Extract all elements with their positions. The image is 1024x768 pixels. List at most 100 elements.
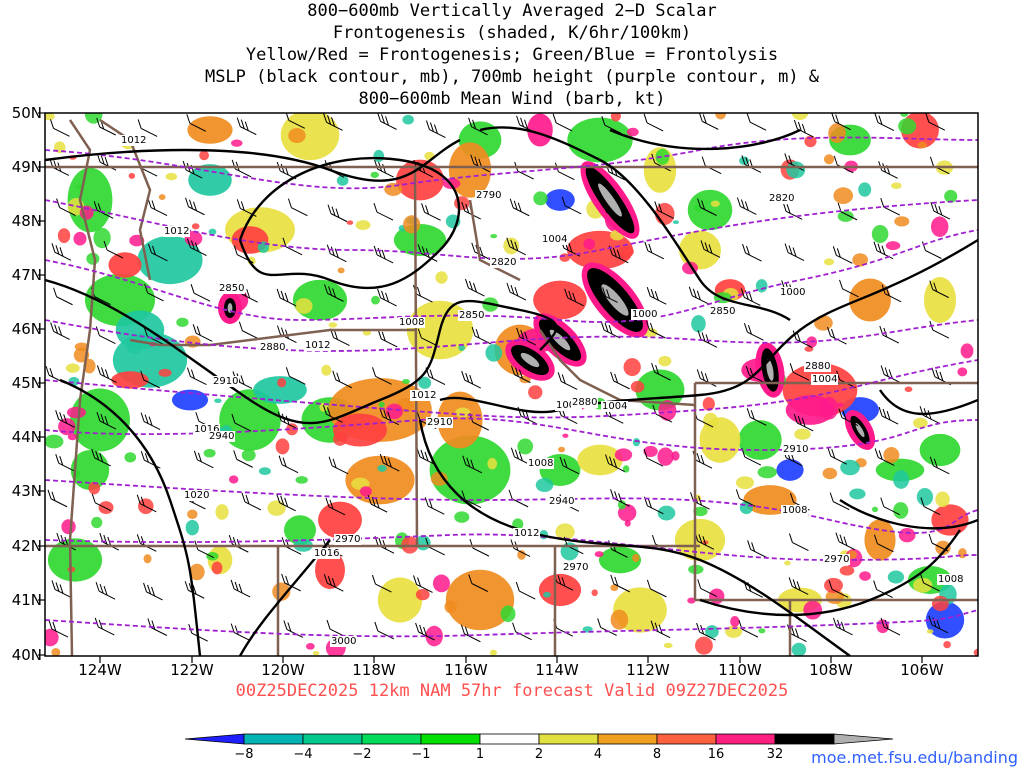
lat-label: 45N bbox=[11, 374, 42, 392]
wind-barb bbox=[285, 113, 305, 129]
title-line-3: Yellow/Red = Frontogenesis; Green/Blue =… bbox=[245, 45, 779, 65]
lat-label: 40N bbox=[11, 646, 42, 664]
wind-barb bbox=[747, 540, 767, 558]
wind-barbs bbox=[45, 113, 952, 643]
wind-barb bbox=[509, 198, 530, 217]
wind-barb bbox=[326, 619, 347, 638]
shading-speck bbox=[852, 253, 868, 267]
wind-barb bbox=[231, 413, 252, 432]
wind-barb bbox=[325, 497, 346, 516]
shading-blob bbox=[284, 515, 316, 545]
wind-barb bbox=[228, 534, 249, 553]
wind-barb bbox=[788, 533, 809, 551]
shading-speck bbox=[887, 570, 905, 584]
colorbar-segment bbox=[715, 733, 776, 745]
shading-speck bbox=[849, 488, 866, 500]
shading-speck bbox=[65, 363, 80, 373]
colorbar-label: −4 bbox=[293, 747, 313, 762]
shading-speck bbox=[241, 449, 256, 462]
shading-blob bbox=[635, 369, 685, 411]
wind-barb bbox=[471, 326, 492, 345]
wind-barb bbox=[835, 532, 856, 551]
shading-speck bbox=[591, 589, 598, 597]
wind-barb bbox=[831, 113, 851, 131]
height-contour bbox=[45, 417, 978, 451]
wind-barb bbox=[287, 198, 308, 217]
wind-barb bbox=[469, 538, 490, 557]
shading-blob bbox=[598, 546, 642, 574]
wind-barb bbox=[468, 117, 488, 136]
wind-barb bbox=[880, 617, 901, 636]
wind-barb bbox=[646, 579, 667, 598]
shading-speck bbox=[425, 625, 443, 647]
wind-barb bbox=[372, 367, 392, 385]
wind-barb bbox=[605, 454, 625, 473]
shading-speck bbox=[695, 636, 713, 655]
wind-barb bbox=[743, 323, 764, 341]
title-line-4: MSLP (black contour, mb), 700mb height (… bbox=[204, 67, 820, 87]
height-contour bbox=[45, 609, 978, 638]
state-border bbox=[68, 119, 97, 656]
wind-barb bbox=[95, 581, 116, 600]
height-label: 2850 bbox=[709, 306, 737, 317]
wind-barb bbox=[701, 156, 722, 175]
wind-barb bbox=[925, 113, 946, 131]
lat-label: 44N bbox=[11, 428, 42, 446]
wind-barb bbox=[91, 493, 112, 512]
band-peak bbox=[855, 422, 865, 438]
shading-speck bbox=[288, 128, 306, 144]
mslp-label: 1016 bbox=[313, 548, 341, 559]
wind-barb bbox=[920, 573, 940, 592]
wind-barb bbox=[512, 622, 532, 641]
mslp-label: 1000 bbox=[631, 309, 659, 320]
height-label: 2820 bbox=[490, 257, 518, 268]
wind-barb bbox=[50, 119, 70, 137]
shading-speck bbox=[214, 398, 222, 404]
shading-speck bbox=[583, 238, 595, 250]
shading-speck bbox=[900, 113, 909, 118]
shading-speck bbox=[187, 509, 198, 520]
shading-speck bbox=[286, 423, 298, 436]
shading-blob bbox=[538, 573, 582, 607]
shading-speck bbox=[208, 228, 217, 235]
mslp-contour bbox=[59, 378, 202, 656]
lat-label: 48N bbox=[11, 212, 42, 230]
wind-barb bbox=[184, 581, 205, 599]
mslp-label: 1012 bbox=[163, 226, 191, 237]
wind-barb bbox=[136, 534, 157, 552]
wind-barb bbox=[374, 159, 394, 178]
wind-barb bbox=[461, 370, 481, 389]
shading-speck bbox=[385, 403, 403, 420]
wind-barb bbox=[377, 288, 397, 307]
state-border bbox=[538, 329, 696, 407]
shading-speck bbox=[610, 113, 621, 122]
mslp-label: 1004 bbox=[601, 401, 629, 412]
shading-speck bbox=[702, 397, 715, 411]
wind-barb bbox=[147, 198, 168, 216]
shading-speck bbox=[215, 504, 229, 520]
shading-speck bbox=[691, 315, 706, 333]
shading-speck bbox=[833, 187, 854, 204]
state-border bbox=[209, 328, 415, 347]
mslp-label: 1008 bbox=[781, 505, 809, 516]
source-url[interactable]: moe.met.fsu.edu/banding bbox=[811, 748, 1018, 767]
lat-label: 41N bbox=[11, 591, 42, 609]
wind-barb bbox=[276, 288, 297, 307]
wind-barb bbox=[371, 574, 392, 593]
colorbar-segment bbox=[302, 733, 363, 745]
wind-barb bbox=[506, 282, 527, 301]
wind-barb bbox=[51, 580, 72, 598]
shading-speck bbox=[88, 481, 101, 495]
mslp-contour bbox=[439, 238, 978, 414]
shading-speck bbox=[73, 231, 87, 246]
shading-speck bbox=[594, 551, 604, 558]
wind-barb bbox=[646, 287, 667, 305]
shading-speck bbox=[757, 466, 777, 479]
shading-blob bbox=[545, 189, 575, 211]
shading-speck bbox=[663, 642, 673, 649]
band-peak bbox=[601, 284, 629, 316]
wind-barb bbox=[230, 579, 251, 598]
shading-speck bbox=[165, 172, 178, 181]
colorbar-label: 32 bbox=[766, 747, 784, 762]
shading-speck bbox=[189, 563, 205, 581]
